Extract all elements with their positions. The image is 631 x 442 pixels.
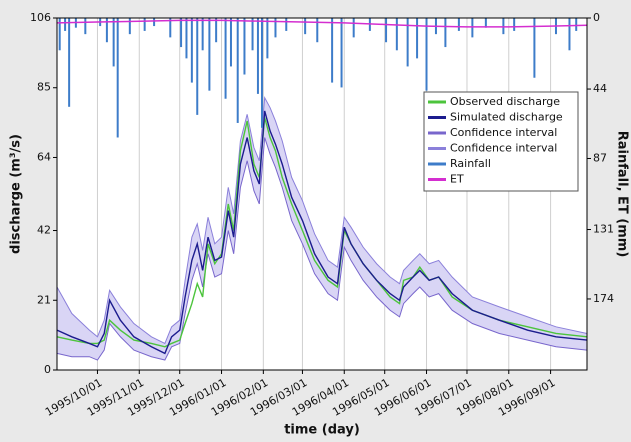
legend-label: ET <box>450 173 464 186</box>
y2-tick-label: 131 <box>593 223 614 236</box>
y2-tick-label: 87 <box>593 151 607 164</box>
legend: Observed discharge Simulated discharge Con… <box>423 91 579 192</box>
confidence-band <box>57 97 587 361</box>
rain-bar <box>416 18 419 59</box>
series-line <box>56 95 588 345</box>
rain-bar <box>316 18 319 43</box>
rain-bar <box>201 18 204 51</box>
rain-bar <box>229 18 232 67</box>
y2-tick-label: 0 <box>593 11 600 24</box>
rain-bar <box>251 18 254 51</box>
series-line <box>56 19 588 28</box>
rain-bar <box>153 18 156 27</box>
y-tick-label: 85 <box>37 81 51 94</box>
rain-bar <box>266 18 269 59</box>
y-tick-label: 106 <box>30 11 51 24</box>
y2-tick-label: 44 <box>593 82 607 95</box>
rain-bar <box>64 18 67 31</box>
rain-bar <box>425 18 428 91</box>
rain-bar <box>575 18 578 31</box>
rain-bar <box>385 18 388 43</box>
rain-bar <box>274 18 277 38</box>
legend-label: Rainfall <box>450 157 491 170</box>
legend-label: Confidence interval <box>450 126 557 139</box>
plot-area <box>56 17 588 371</box>
y2-tick-label: 174 <box>593 292 614 305</box>
rain-bar <box>58 18 61 51</box>
rain-bar <box>128 18 131 35</box>
rain-bar <box>180 18 183 48</box>
rain-bar <box>484 18 487 28</box>
y-tick-label: 64 <box>37 150 51 163</box>
rain-bar <box>190 18 193 83</box>
rain-bar <box>112 18 115 67</box>
rain-bar <box>243 18 246 75</box>
rain-bar <box>331 18 334 83</box>
legend-label: Confidence interval <box>450 142 557 155</box>
rain-bar <box>502 18 505 35</box>
rain-bar <box>260 18 263 128</box>
legend-label: Observed discharge <box>450 95 560 108</box>
rain-bar <box>304 18 307 35</box>
y-tick-label: 21 <box>37 293 51 306</box>
rain-bar <box>285 18 288 31</box>
rain-bar <box>340 18 343 88</box>
rain-bar <box>196 18 199 115</box>
rain-bar <box>68 18 71 107</box>
rain-bar <box>169 18 172 38</box>
rain-bar <box>143 18 146 31</box>
rain-bar <box>224 18 227 99</box>
legend-box <box>423 91 579 192</box>
rain-bar <box>471 18 474 38</box>
rain-bar <box>185 18 188 59</box>
y2-axis-title: Rainfall, ET (mm) <box>615 131 630 258</box>
rain-bar <box>568 18 571 51</box>
rain-bar <box>116 18 119 138</box>
series-line <box>56 137 588 361</box>
y-tick-label: 42 <box>37 224 51 237</box>
rain-bar <box>105 18 108 43</box>
rain-bar <box>215 18 218 43</box>
rain-bar <box>236 18 239 123</box>
rain-bar <box>352 18 355 38</box>
rain-bar <box>256 18 259 94</box>
rain-bar <box>208 18 211 91</box>
rain-bar <box>533 18 536 78</box>
legend-label: Simulated discharge <box>450 111 563 124</box>
rain-bar <box>457 18 460 31</box>
y-axis-title: discharge (m³/s) <box>9 134 24 254</box>
series-line <box>56 110 588 355</box>
rain-bar <box>84 18 87 35</box>
rain-bar <box>395 18 398 51</box>
rain-bar <box>406 18 409 67</box>
rain-bar <box>513 18 516 31</box>
x-axis-title: time (day) <box>284 423 360 438</box>
rain-bar <box>444 18 447 48</box>
y-tick-label: 0 <box>44 363 51 376</box>
